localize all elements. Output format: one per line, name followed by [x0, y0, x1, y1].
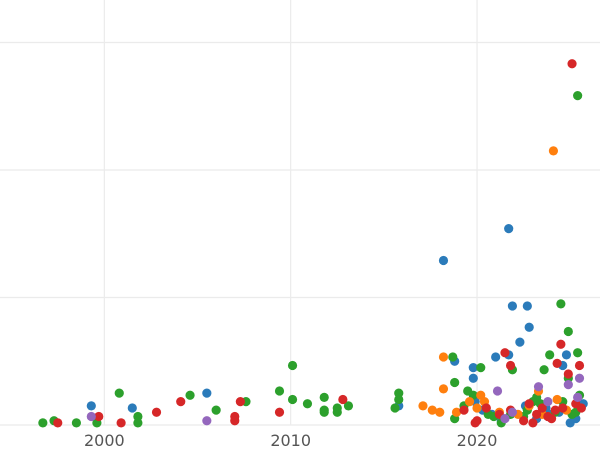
data-point [491, 352, 501, 362]
data-point [151, 407, 162, 417]
data-point [574, 373, 585, 383]
data-point [552, 394, 562, 405]
data-point [537, 403, 547, 413]
data-point [438, 255, 449, 266]
data-point [287, 394, 298, 405]
data-point [287, 360, 298, 371]
data-point [468, 363, 478, 373]
data-point [556, 299, 566, 309]
data-point [451, 407, 462, 417]
data-point [394, 394, 404, 405]
data-point [450, 377, 460, 388]
data-point [390, 403, 400, 413]
data-point [561, 350, 572, 360]
x-tick-label: 2000 [84, 431, 125, 450]
data-points [38, 59, 588, 428]
data-point [302, 399, 313, 409]
data-point [435, 407, 445, 417]
data-point [438, 384, 449, 394]
data-point [492, 386, 503, 396]
data-point [468, 373, 478, 383]
data-point [418, 401, 428, 411]
data-point [394, 388, 404, 398]
data-point [133, 418, 143, 428]
data-point [114, 388, 124, 398]
data-point [211, 405, 221, 415]
data-point [556, 339, 566, 349]
data-point [558, 403, 568, 413]
x-tick-label: 2010 [270, 431, 311, 450]
data-point [338, 394, 348, 405]
data-point [38, 418, 48, 428]
data-point [472, 416, 482, 426]
data-point [545, 350, 555, 360]
data-point [504, 224, 514, 234]
data-point [235, 397, 245, 407]
data-point [522, 301, 532, 311]
data-point [524, 322, 534, 332]
data-point [546, 414, 557, 424]
x-axis-tick-labels: 2000 2010 2020 [84, 431, 497, 450]
data-point [438, 352, 449, 362]
data-point [459, 405, 469, 415]
data-point [86, 401, 96, 411]
data-point [319, 405, 329, 415]
data-point [274, 386, 285, 396]
data-point [574, 360, 585, 371]
data-point [533, 382, 544, 392]
data-point [563, 380, 573, 390]
data-point [94, 411, 104, 422]
data-point [532, 409, 542, 419]
data-point [507, 301, 518, 311]
data-point [543, 397, 553, 407]
data-point [563, 326, 573, 337]
data-point [573, 348, 583, 358]
data-point [86, 411, 96, 422]
data-point [573, 392, 583, 402]
data-point [176, 397, 186, 407]
data-point [427, 405, 437, 415]
data-point [552, 358, 562, 368]
data-point [563, 369, 573, 379]
data-point [274, 407, 285, 417]
data-point [567, 59, 577, 69]
data-point [230, 416, 240, 426]
data-point [476, 363, 486, 373]
data-point [515, 337, 525, 347]
data-point [116, 418, 126, 428]
data-point [507, 407, 518, 417]
data-point [448, 352, 458, 362]
data-point [548, 146, 559, 156]
data-point [319, 392, 329, 402]
data-point [505, 360, 516, 371]
data-point [528, 418, 538, 428]
data-point [202, 416, 212, 426]
data-point [71, 418, 81, 428]
data-point [185, 390, 195, 400]
data-point [573, 91, 583, 101]
data-point [202, 388, 212, 398]
data-point [576, 403, 586, 413]
data-point [500, 414, 510, 424]
data-point [472, 403, 482, 413]
data-point [343, 401, 354, 411]
data-point [539, 365, 549, 375]
data-point [464, 397, 475, 407]
data-point [332, 403, 342, 413]
data-point [550, 405, 560, 415]
data-point [524, 399, 534, 409]
data-point [127, 403, 137, 413]
x-tick-label: 2020 [457, 431, 498, 450]
data-point [53, 418, 63, 428]
data-point [500, 348, 510, 358]
data-point [481, 403, 491, 413]
data-point [519, 416, 529, 426]
data-point [133, 411, 143, 422]
